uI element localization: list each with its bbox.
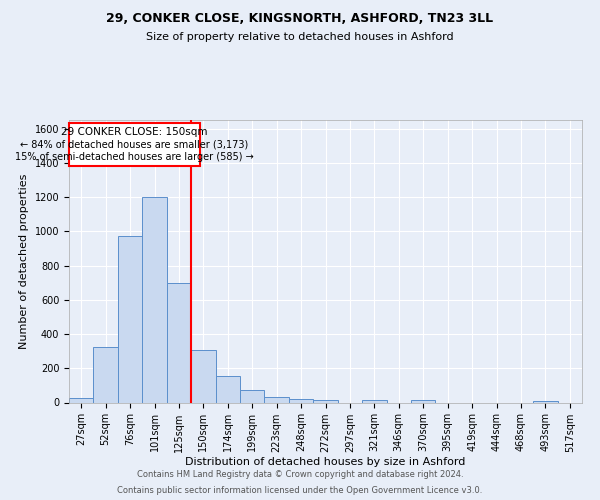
Bar xyxy=(118,236,142,402)
Text: Contains HM Land Registry data © Crown copyright and database right 2024.: Contains HM Land Registry data © Crown c… xyxy=(137,470,463,479)
Bar xyxy=(313,400,338,402)
Bar xyxy=(142,197,167,402)
Bar xyxy=(215,376,240,402)
Bar xyxy=(240,390,265,402)
Bar xyxy=(411,400,436,402)
Bar xyxy=(69,122,200,166)
Text: 29 CONKER CLOSE: 150sqm: 29 CONKER CLOSE: 150sqm xyxy=(61,127,208,137)
Text: 29, CONKER CLOSE, KINGSNORTH, ASHFORD, TN23 3LL: 29, CONKER CLOSE, KINGSNORTH, ASHFORD, T… xyxy=(106,12,494,26)
Text: 15% of semi-detached houses are larger (585) →: 15% of semi-detached houses are larger (… xyxy=(15,152,254,162)
Bar xyxy=(94,347,118,403)
Bar xyxy=(191,350,215,403)
X-axis label: Distribution of detached houses by size in Ashford: Distribution of detached houses by size … xyxy=(185,458,466,468)
Text: Contains public sector information licensed under the Open Government Licence v3: Contains public sector information licen… xyxy=(118,486,482,495)
Bar xyxy=(533,401,557,402)
Bar xyxy=(265,398,289,402)
Bar xyxy=(167,282,191,403)
Text: Size of property relative to detached houses in Ashford: Size of property relative to detached ho… xyxy=(146,32,454,42)
Text: ← 84% of detached houses are smaller (3,173): ← 84% of detached houses are smaller (3,… xyxy=(20,140,248,149)
Bar xyxy=(69,398,94,402)
Bar xyxy=(289,399,313,402)
Bar xyxy=(362,400,386,402)
Y-axis label: Number of detached properties: Number of detached properties xyxy=(19,174,29,349)
